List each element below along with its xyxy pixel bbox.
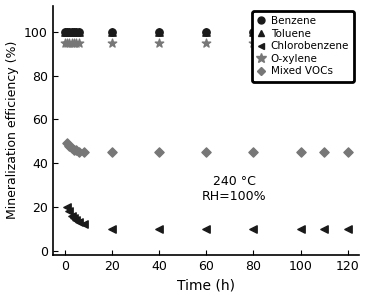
Point <box>74 30 79 34</box>
Point <box>74 30 79 34</box>
Point <box>67 209 72 214</box>
Point <box>64 30 70 34</box>
Point <box>71 30 77 34</box>
Point <box>64 141 70 146</box>
Point <box>67 143 72 148</box>
Point <box>74 148 79 152</box>
Text: 240 °C
RH=100%: 240 °C RH=100% <box>202 176 267 203</box>
Point <box>64 30 70 34</box>
Point <box>321 40 327 45</box>
Point <box>345 30 351 34</box>
Point <box>76 40 82 45</box>
Point <box>62 30 68 34</box>
Point <box>71 148 77 152</box>
Point <box>250 150 256 155</box>
Point <box>203 150 209 155</box>
Point <box>71 215 77 220</box>
Point <box>64 40 70 45</box>
Point <box>71 30 77 34</box>
Point <box>69 213 75 218</box>
Point <box>298 226 303 231</box>
Point <box>81 150 86 155</box>
Point <box>250 30 256 34</box>
Point <box>203 40 209 45</box>
Point <box>250 226 256 231</box>
Point <box>298 30 303 34</box>
Point <box>203 30 209 34</box>
Point <box>69 40 75 45</box>
Point <box>109 30 115 34</box>
Point <box>74 218 79 222</box>
Point <box>67 30 72 34</box>
Point <box>69 145 75 150</box>
Point <box>109 226 115 231</box>
Point <box>71 40 77 45</box>
Point <box>69 30 75 34</box>
Point <box>76 30 82 34</box>
Point <box>76 220 82 225</box>
Point <box>109 30 115 34</box>
Point <box>81 222 86 227</box>
Legend: Benzene, Toluene, Chlorobenzene, O-xylene, Mixed VOCs: Benzene, Toluene, Chlorobenzene, O-xylen… <box>252 11 354 82</box>
Point <box>76 30 82 34</box>
Point <box>76 150 82 155</box>
Point <box>156 226 162 231</box>
Point <box>298 150 303 155</box>
X-axis label: Time (h): Time (h) <box>177 278 235 292</box>
Y-axis label: Mineralization efficiency (%): Mineralization efficiency (%) <box>5 41 19 220</box>
Point <box>298 30 303 34</box>
Point <box>345 150 351 155</box>
Point <box>62 30 68 34</box>
Point <box>109 40 115 45</box>
Point <box>345 40 351 45</box>
Point <box>74 40 79 45</box>
Point <box>67 30 72 34</box>
Point <box>321 226 327 231</box>
Point <box>298 40 303 45</box>
Point <box>62 40 68 45</box>
Point <box>250 30 256 34</box>
Point <box>203 30 209 34</box>
Point <box>345 226 351 231</box>
Point <box>156 30 162 34</box>
Point <box>321 150 327 155</box>
Point <box>156 30 162 34</box>
Point <box>321 30 327 34</box>
Point <box>345 30 351 34</box>
Point <box>203 226 209 231</box>
Point <box>69 30 75 34</box>
Point <box>109 150 115 155</box>
Point <box>64 204 70 209</box>
Point <box>67 40 72 45</box>
Point <box>250 40 256 45</box>
Point <box>321 30 327 34</box>
Point <box>156 40 162 45</box>
Point <box>156 150 162 155</box>
